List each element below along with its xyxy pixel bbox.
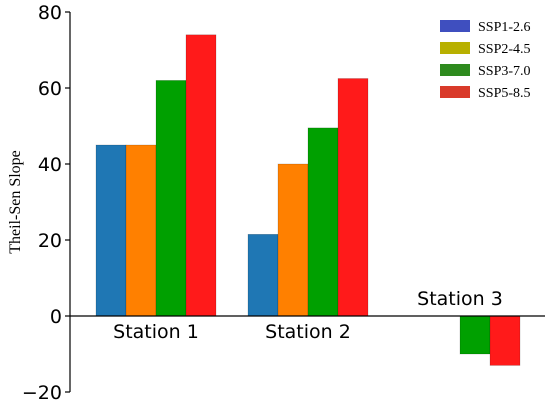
legend-swatch [440, 42, 470, 54]
bars [95, 34, 521, 366]
bar-ssp3-7-0-station-2 [307, 127, 339, 317]
y-tick-label: 0 [50, 306, 62, 328]
y-tick-label: 20 [38, 230, 62, 252]
category-label-station-3: Station 3 [417, 288, 503, 310]
y-tick-label: −20 [22, 382, 62, 404]
legend: SSP1-2.6 SSP2-4.5 SSP3-7.0 SSP5-8.5 [440, 20, 531, 101]
bar-ssp2-4-5-station-1 [125, 144, 157, 317]
legend-label: SSP1-2.6 [478, 20, 531, 35]
bar-ssp2-4-5-station-2 [277, 163, 309, 317]
category-label-station-2: Station 2 [265, 321, 351, 343]
bar-ssp3-7-0-station-3 [459, 315, 491, 355]
bar-ssp1-2-6-station-2 [247, 234, 279, 317]
axes [69, 12, 545, 392]
y-tick-label: 40 [38, 154, 62, 176]
legend-label: SSP3-7.0 [478, 64, 531, 79]
y-tick-label: 80 [38, 2, 62, 24]
y-ticks: −20 0 20 40 60 80 [22, 2, 70, 404]
bar-ssp5-8-5-station-3 [489, 315, 521, 366]
legend-label: SSP2-4.5 [478, 42, 531, 57]
bar-ssp1-2-6-station-1 [95, 144, 127, 317]
station-labels: Station 1 Station 2 Station 3 [113, 288, 503, 343]
legend-swatch [440, 64, 470, 76]
bar-ssp5-8-5-station-2 [337, 78, 369, 317]
category-label-station-1: Station 1 [113, 321, 199, 343]
y-tick-label: 60 [38, 78, 62, 100]
bar-ssp5-8-5-station-1 [185, 34, 217, 317]
legend-swatch [440, 20, 470, 32]
bar-ssp3-7-0-station-1 [155, 80, 187, 317]
legend-swatch [440, 86, 470, 98]
legend-label: SSP5-8.5 [478, 86, 531, 101]
y-axis-label: Theil-Sen Slope [7, 150, 24, 254]
